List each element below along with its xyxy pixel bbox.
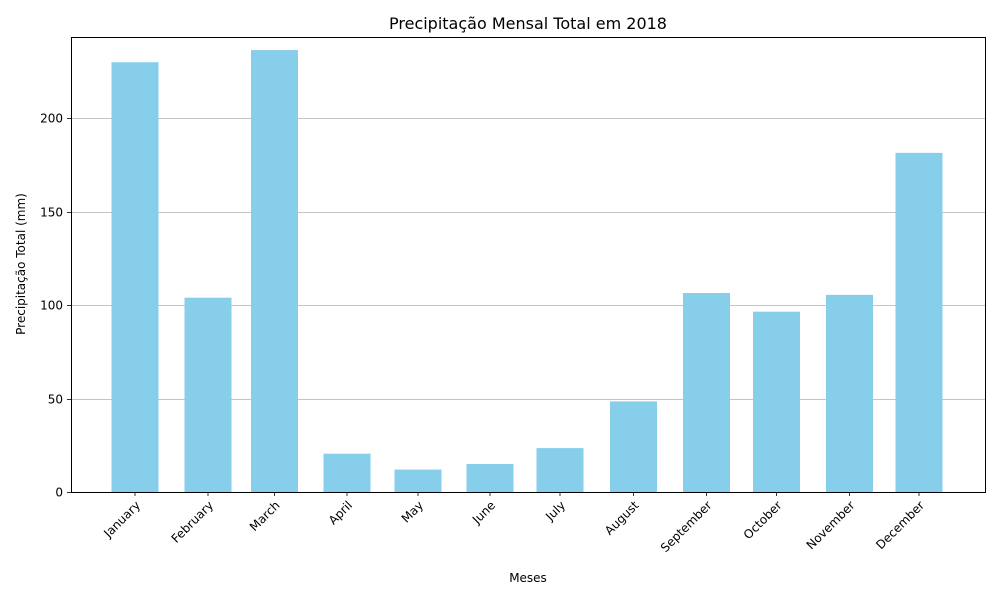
y-tick-label: 100 <box>40 299 63 313</box>
bar-march <box>251 50 298 493</box>
x-tick-label: November <box>804 498 858 552</box>
y-tick-label: 150 <box>40 206 63 220</box>
x-tick-label: June <box>469 498 498 527</box>
x-tick-label: October <box>741 498 785 542</box>
x-axis-ticks: January February March April May June July Augu… <box>100 492 927 555</box>
x-axis-label: Meses <box>509 571 547 585</box>
y-tick-label: 50 <box>48 393 63 407</box>
x-tick-label: March <box>247 498 283 534</box>
axes-frame <box>71 37 986 493</box>
chart-title: Precipitação Mensal Total em 2018 <box>389 14 667 33</box>
x-tick-label: July <box>542 498 568 524</box>
bar-april <box>323 453 371 492</box>
x-tick-label: December <box>873 498 927 552</box>
y-tick-label: 0 <box>55 486 63 500</box>
bar-february <box>184 297 232 492</box>
bar-october <box>753 311 800 492</box>
bar-november <box>826 294 873 492</box>
x-tick-label: May <box>399 498 426 525</box>
x-tick-label: August <box>602 498 642 538</box>
bar-december <box>895 152 943 492</box>
x-tick-label: April <box>326 498 355 527</box>
bar-may <box>394 469 442 492</box>
x-tick-label: February <box>169 498 217 546</box>
bar-august <box>610 401 657 492</box>
bars <box>111 50 943 493</box>
bar-june <box>466 463 514 492</box>
x-tick-label: January <box>100 498 143 541</box>
y-axis-label: Precipitação Total (mm) <box>14 193 28 335</box>
bar-january <box>111 62 159 493</box>
y-axis-ticks: 0 50 100 150 200 <box>40 112 71 500</box>
bar-july <box>536 448 584 492</box>
bar-september <box>683 292 730 492</box>
x-tick-label: September <box>658 498 715 555</box>
y-tick-label: 200 <box>40 112 63 126</box>
